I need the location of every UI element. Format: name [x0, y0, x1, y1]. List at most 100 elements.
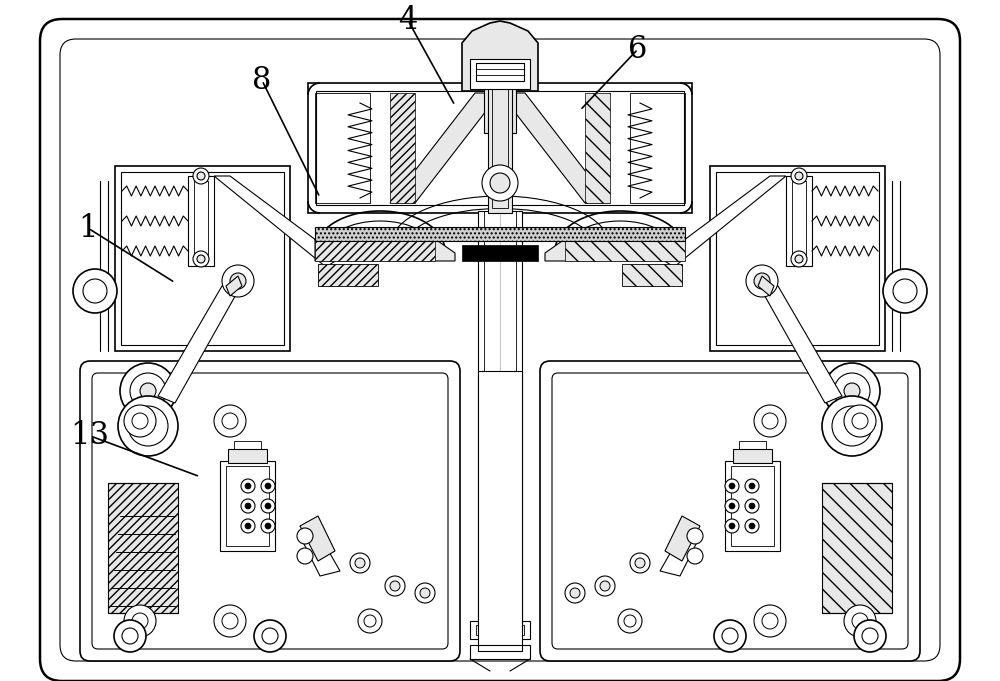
Circle shape [222, 265, 254, 297]
Bar [488, 73, 512, 213]
Circle shape [140, 383, 156, 399]
Text: 6: 6 [628, 33, 648, 65]
Circle shape [482, 165, 518, 201]
Circle shape [754, 405, 786, 437]
Bar [484, 211, 516, 626]
Polygon shape [462, 21, 538, 91]
Circle shape [241, 499, 255, 513]
Circle shape [245, 523, 251, 529]
Circle shape [795, 172, 803, 180]
FancyBboxPatch shape [80, 361, 460, 661]
Bar [484, 89, 516, 133]
Bar [108, 483, 178, 613]
Circle shape [600, 581, 610, 591]
Circle shape [390, 581, 400, 591]
Circle shape [745, 519, 759, 533]
Bar [585, 93, 610, 203]
Bar [220, 461, 275, 551]
Circle shape [350, 553, 370, 573]
Bar [315, 93, 370, 203]
Polygon shape [390, 93, 500, 203]
Circle shape [749, 483, 755, 489]
Bar [786, 176, 812, 266]
Circle shape [844, 383, 860, 399]
Circle shape [73, 269, 117, 313]
Circle shape [124, 405, 156, 437]
Circle shape [124, 605, 156, 637]
Circle shape [193, 168, 209, 184]
Circle shape [795, 255, 803, 263]
Bar [188, 176, 214, 266]
Circle shape [193, 251, 209, 267]
Text: 1: 1 [78, 212, 98, 244]
Circle shape [241, 519, 255, 533]
Bar [792, 181, 806, 261]
Circle shape [725, 519, 739, 533]
Polygon shape [660, 536, 700, 576]
Bar [390, 93, 415, 203]
Circle shape [729, 483, 735, 489]
Circle shape [355, 558, 365, 568]
Bar [476, 625, 524, 635]
Text: 13: 13 [70, 420, 110, 452]
Circle shape [197, 172, 205, 180]
Polygon shape [660, 176, 786, 267]
Bar [316, 91, 684, 205]
Circle shape [618, 609, 642, 633]
Bar [478, 371, 522, 651]
Bar [315, 239, 435, 261]
Polygon shape [500, 93, 610, 203]
Circle shape [687, 528, 703, 544]
FancyBboxPatch shape [540, 361, 920, 661]
Text: 8: 8 [252, 65, 272, 96]
Bar [308, 83, 692, 213]
Circle shape [114, 620, 146, 652]
Circle shape [754, 273, 770, 289]
Circle shape [565, 583, 585, 603]
Bar [822, 483, 892, 613]
Polygon shape [214, 176, 340, 267]
Bar [710, 166, 885, 351]
Polygon shape [665, 516, 700, 561]
Bar [478, 211, 522, 631]
Circle shape [745, 499, 759, 513]
Circle shape [883, 269, 927, 313]
Bar [194, 181, 208, 261]
Circle shape [214, 605, 246, 637]
Bar [731, 466, 774, 546]
Circle shape [254, 620, 286, 652]
Circle shape [729, 503, 735, 509]
Bar [565, 239, 685, 261]
Bar [470, 621, 530, 639]
Circle shape [261, 479, 275, 493]
Circle shape [630, 553, 650, 573]
Circle shape [197, 255, 205, 263]
Circle shape [385, 576, 405, 596]
Circle shape [749, 523, 755, 529]
Circle shape [120, 363, 176, 419]
Circle shape [297, 548, 313, 564]
Bar [739, 441, 766, 449]
Polygon shape [300, 536, 340, 576]
Bar [488, 93, 512, 129]
Polygon shape [315, 239, 455, 261]
Polygon shape [300, 516, 335, 561]
Circle shape [241, 479, 255, 493]
Circle shape [822, 396, 882, 456]
Circle shape [245, 483, 251, 489]
Polygon shape [158, 286, 238, 403]
Bar [228, 449, 267, 463]
Circle shape [570, 588, 580, 598]
Bar [716, 172, 879, 345]
Bar [226, 466, 269, 546]
Circle shape [635, 558, 645, 568]
Bar [492, 78, 508, 208]
Circle shape [854, 620, 886, 652]
Circle shape [118, 396, 178, 456]
Circle shape [358, 609, 382, 633]
Circle shape [714, 620, 746, 652]
Bar [470, 645, 530, 659]
Circle shape [745, 479, 759, 493]
Bar [622, 264, 682, 286]
Bar [315, 227, 685, 241]
